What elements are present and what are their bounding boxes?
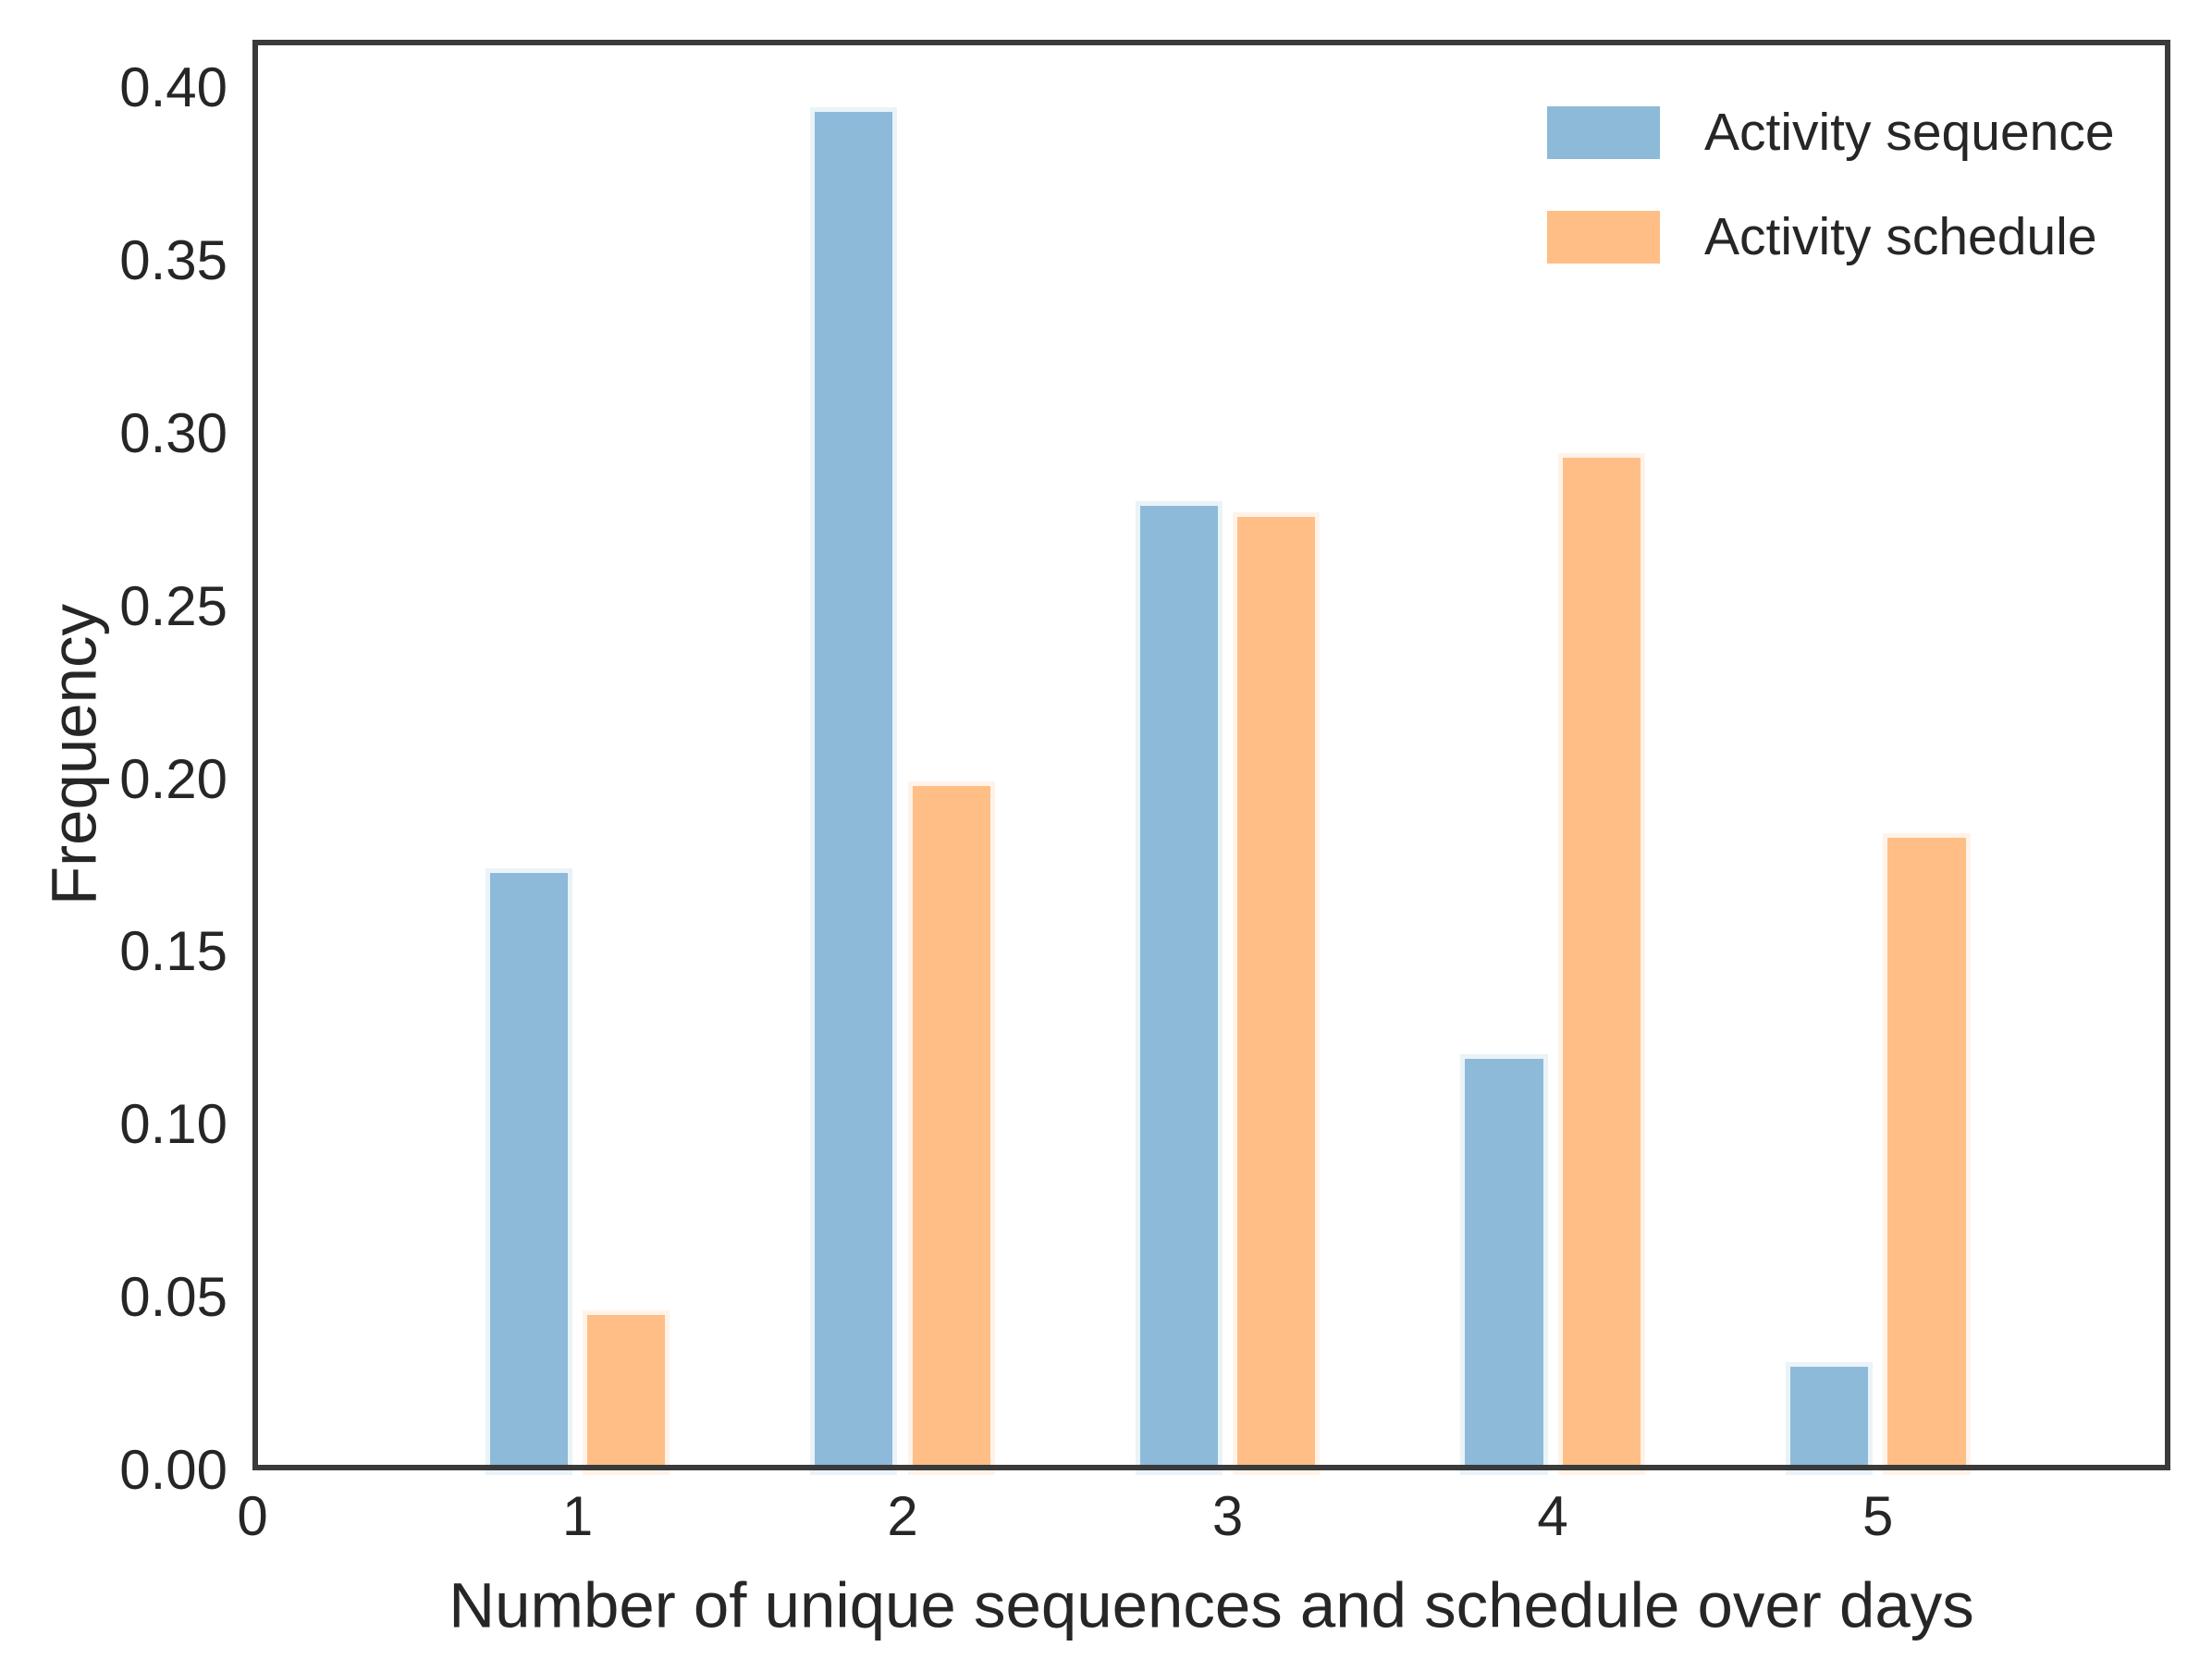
legend-swatch-activity-sequence-icon	[1547, 106, 1660, 159]
bar-activity-schedule-x5	[1887, 838, 1966, 1470]
y-tick-label-0.35: 0.35	[119, 229, 227, 292]
y-tick-label-0.20: 0.20	[119, 747, 227, 810]
x-tick-label-2: 2	[887, 1485, 918, 1547]
y-tick-label-0.00: 0.00	[119, 1439, 227, 1501]
bar-activity-schedule-x3	[1237, 516, 1316, 1470]
bars-layer	[252, 40, 2170, 1470]
x-tick-label-4: 4	[1537, 1485, 1568, 1547]
bar-activity-sequence-x4	[1465, 1059, 1543, 1470]
x-axis-title: Number of unique sequences and schedule …	[449, 1569, 1974, 1641]
bar-activity-schedule-x2	[912, 786, 990, 1470]
plot-area: Activity sequence Activity schedule	[252, 40, 2170, 1470]
bar-activity-sequence-x1	[489, 872, 568, 1470]
x-tick-label-5: 5	[1862, 1485, 1894, 1547]
x-tick-label-0: 0	[237, 1485, 268, 1547]
legend-item-activity-schedule: Activity schedule	[1547, 211, 2115, 264]
bar-activity-sequence-x5	[1789, 1366, 1869, 1470]
legend-swatch-activity-schedule-icon	[1547, 211, 1660, 264]
legend-label-activity-schedule: Activity schedule	[1704, 207, 2097, 266]
legend-item-activity-sequence: Activity sequence	[1547, 106, 2115, 159]
bar-activity-sequence-x3	[1139, 506, 1219, 1470]
y-axis-title: Frequency	[38, 604, 110, 905]
bar-activity-schedule-x4	[1562, 458, 1641, 1470]
x-tick-label-3: 3	[1211, 1485, 1244, 1547]
bar-activity-schedule-x1	[587, 1314, 666, 1470]
y-tick-label-0.25: 0.25	[119, 574, 227, 637]
bar-activity-sequence-x2	[815, 112, 893, 1470]
y-tick-label-0.05: 0.05	[119, 1266, 227, 1329]
legend: Activity sequence Activity schedule	[1547, 106, 2115, 264]
y-tick-label-0.30: 0.30	[119, 401, 227, 464]
y-tick-label-0.10: 0.10	[119, 1093, 227, 1156]
x-tick-label-1: 1	[561, 1485, 594, 1547]
y-tick-label-0.15: 0.15	[119, 920, 227, 983]
legend-label-activity-sequence: Activity sequence	[1704, 103, 2115, 162]
y-tick-label-0.40: 0.40	[119, 56, 227, 119]
